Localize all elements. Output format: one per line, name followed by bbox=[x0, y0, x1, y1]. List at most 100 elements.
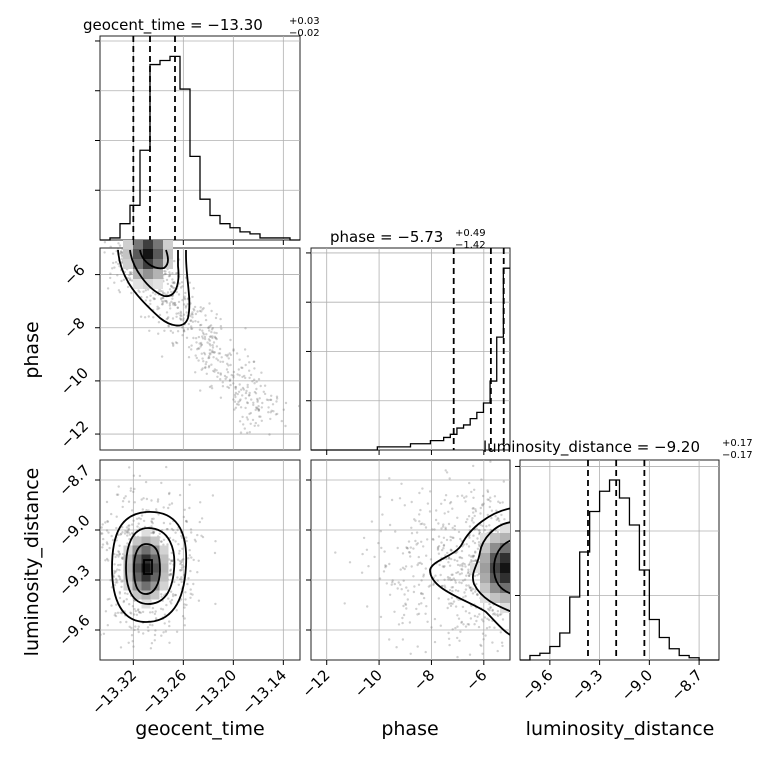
contour-line bbox=[493, 539, 510, 595]
scatter-point bbox=[168, 271, 171, 274]
scatter-point bbox=[199, 324, 202, 327]
scatter-point bbox=[257, 408, 261, 411]
scatter-point bbox=[248, 361, 251, 364]
scatter-point bbox=[248, 391, 251, 395]
scatter-point bbox=[162, 631, 165, 634]
scatter-point bbox=[471, 587, 475, 591]
scatter-point bbox=[125, 526, 129, 529]
scatter-point bbox=[388, 638, 391, 641]
scatter-point bbox=[181, 547, 184, 550]
scatter-point bbox=[420, 592, 423, 595]
scatter-point bbox=[200, 323, 203, 327]
scatter-point bbox=[169, 600, 172, 603]
scatter-point bbox=[244, 363, 247, 367]
scatter-point bbox=[157, 332, 160, 335]
density-cell bbox=[150, 581, 160, 591]
scatter-point bbox=[182, 328, 186, 331]
scatter-point bbox=[343, 602, 346, 605]
scatter-point bbox=[163, 329, 166, 332]
scatter-point bbox=[207, 338, 211, 341]
scatter-point bbox=[144, 299, 147, 302]
scatter-point bbox=[416, 613, 419, 616]
scatter-point bbox=[444, 469, 447, 472]
scatter-point bbox=[440, 548, 444, 552]
scatter-point bbox=[450, 596, 454, 599]
density-cell bbox=[500, 573, 510, 583]
scatter-point bbox=[201, 535, 205, 539]
scatter-point bbox=[419, 561, 422, 564]
scatter-point bbox=[120, 252, 123, 255]
scatter-point bbox=[174, 593, 178, 597]
scatter-point bbox=[115, 603, 118, 606]
density-cell bbox=[159, 545, 169, 555]
scatter-point bbox=[169, 284, 173, 287]
scatter-point bbox=[144, 237, 146, 239]
scatter-point bbox=[170, 300, 173, 303]
scatter-point bbox=[208, 302, 211, 305]
scatter-point bbox=[414, 539, 417, 543]
scatter-point bbox=[157, 321, 161, 324]
density-cell bbox=[133, 229, 143, 239]
scatter-point bbox=[472, 554, 475, 558]
scatter-point bbox=[172, 528, 175, 532]
scatter-point bbox=[493, 612, 496, 615]
scatter-point bbox=[456, 495, 459, 498]
scatter-point bbox=[457, 530, 461, 534]
scatter-point bbox=[207, 355, 211, 358]
scatter-point bbox=[189, 596, 192, 599]
scatter-point bbox=[477, 572, 481, 576]
scatter-point bbox=[234, 391, 238, 395]
scatter-point bbox=[179, 318, 183, 321]
scatter-point bbox=[103, 251, 106, 254]
scatter-point bbox=[238, 399, 242, 402]
scatter-point bbox=[461, 568, 464, 571]
scatter-point bbox=[470, 586, 473, 589]
scatter-point bbox=[216, 359, 220, 362]
scatter-point bbox=[168, 273, 172, 276]
scatter-point bbox=[432, 582, 435, 585]
scatter-point bbox=[177, 293, 181, 296]
scatter-point bbox=[115, 493, 119, 496]
scatter-point bbox=[124, 530, 127, 533]
scatter-point bbox=[260, 371, 263, 374]
scatter-point bbox=[189, 592, 192, 595]
scatter-point bbox=[502, 480, 505, 483]
title-geocent-time-plus: +0.03 bbox=[289, 16, 320, 27]
scatter-point bbox=[366, 605, 369, 608]
scatter-point bbox=[397, 581, 400, 584]
scatter-point bbox=[152, 531, 155, 535]
scatter-point bbox=[140, 498, 143, 501]
scatter-point bbox=[161, 301, 165, 304]
scatter-point bbox=[135, 517, 139, 520]
scatter-point bbox=[460, 556, 464, 560]
scatter-point bbox=[270, 409, 273, 412]
density-cell bbox=[150, 563, 160, 573]
scatter-point bbox=[198, 309, 202, 313]
scatter-point bbox=[491, 608, 494, 612]
scatter-point bbox=[334, 551, 337, 554]
scatter-point bbox=[126, 529, 130, 532]
scatter-point bbox=[474, 559, 477, 562]
scatter-point bbox=[240, 366, 243, 369]
scatter-point bbox=[198, 328, 202, 331]
scatter-point bbox=[165, 278, 169, 282]
scatter-point bbox=[190, 327, 193, 330]
scatter-point bbox=[451, 507, 454, 510]
scatter-point bbox=[447, 631, 450, 635]
scatter-point bbox=[486, 513, 489, 517]
scatter-point bbox=[244, 391, 248, 395]
scatter-point bbox=[192, 336, 195, 340]
scatter-point bbox=[475, 527, 478, 531]
scatter-point bbox=[181, 334, 184, 337]
scatter-point bbox=[137, 522, 140, 525]
scatter-point bbox=[451, 536, 454, 539]
scatter-point bbox=[228, 379, 232, 382]
scatter-point bbox=[420, 579, 423, 582]
histogram-luminosity-distance bbox=[520, 479, 719, 661]
scatter-point bbox=[422, 596, 426, 600]
scatter-point bbox=[464, 625, 468, 628]
histogram-steps bbox=[100, 55, 719, 661]
scatter-point bbox=[197, 347, 201, 350]
scatter-point bbox=[449, 539, 452, 542]
scatter-point bbox=[463, 496, 466, 499]
